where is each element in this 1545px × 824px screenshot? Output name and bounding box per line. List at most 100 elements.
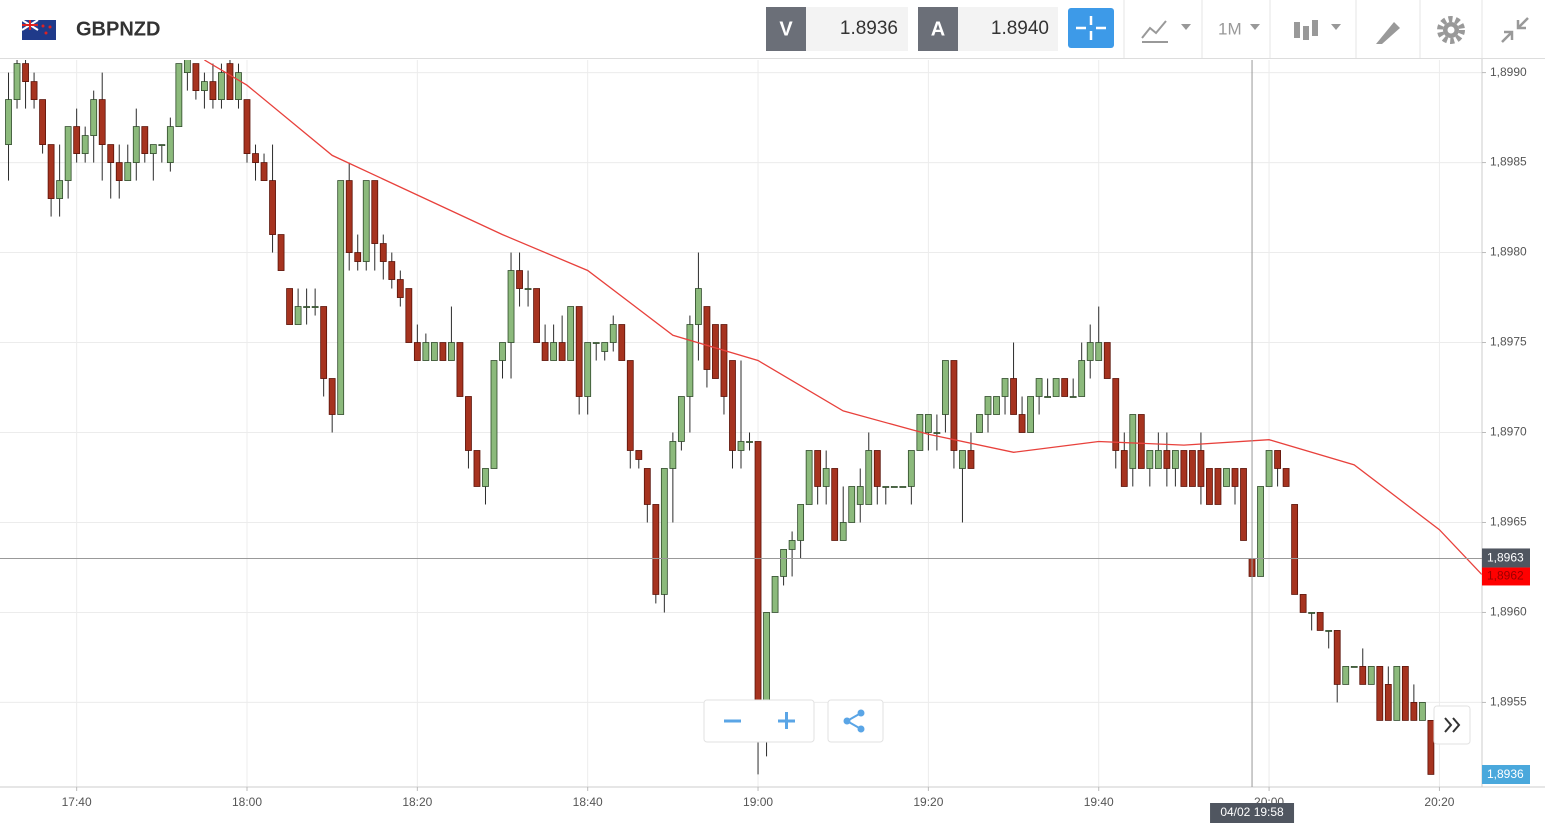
bid-price-tag xyxy=(1482,765,1530,784)
settings-button[interactable] xyxy=(1437,16,1465,44)
candle-body xyxy=(490,360,498,469)
candle-body xyxy=(1103,342,1111,379)
candle-body xyxy=(942,360,949,415)
candle-body xyxy=(1367,666,1375,685)
candle-body xyxy=(1001,378,1009,397)
candle-body xyxy=(1308,612,1316,614)
candle-body xyxy=(1223,468,1230,487)
candle-body xyxy=(192,63,200,91)
candle-body xyxy=(5,99,12,145)
candle-body xyxy=(1401,666,1409,721)
candle-body xyxy=(652,504,660,595)
candle-body xyxy=(1299,594,1307,613)
candle-body xyxy=(516,270,523,289)
candle-body xyxy=(1171,450,1179,469)
y-tick-label: 1,8985 xyxy=(1490,155,1527,169)
candle-body xyxy=(175,63,183,127)
candle-body xyxy=(771,576,779,613)
draw-tool-button[interactable] xyxy=(1376,22,1400,44)
candle-body xyxy=(1189,450,1196,487)
candle-body xyxy=(1274,450,1281,469)
candle-body xyxy=(890,486,898,488)
collapse-button[interactable] xyxy=(1501,17,1529,43)
candle-body xyxy=(737,441,745,451)
candle-body xyxy=(643,468,651,505)
zoom-controls[interactable] xyxy=(703,699,884,743)
candle-body xyxy=(507,270,515,343)
candle-body xyxy=(201,81,208,91)
candle-body xyxy=(482,468,489,487)
candle-body xyxy=(132,126,140,163)
last-price-label: 1,8962 xyxy=(1487,569,1524,583)
candle-body xyxy=(729,360,736,451)
x-tick-label: 19:20 xyxy=(913,795,943,809)
candle-body xyxy=(277,234,285,271)
candle-body xyxy=(1257,486,1264,577)
candle-body xyxy=(124,162,132,181)
crosshair-button[interactable] xyxy=(1068,8,1114,48)
candle-body xyxy=(967,450,975,469)
bid-label: V xyxy=(779,18,793,40)
candle-body xyxy=(1393,666,1401,721)
ask-label: A xyxy=(931,18,945,40)
candle-body xyxy=(311,306,319,308)
candle-body xyxy=(635,450,643,460)
candle-body xyxy=(252,153,259,163)
bid-price-label: 1,8936 xyxy=(1487,767,1524,781)
candle-body xyxy=(1240,468,1247,541)
timeframe[interactable]: 1M xyxy=(1218,19,1242,38)
candle-body xyxy=(1027,396,1034,433)
candle-body xyxy=(1086,342,1094,361)
candle-body xyxy=(1231,468,1239,487)
candle-style-button[interactable] xyxy=(1294,20,1341,40)
y-tick-label: 1,8965 xyxy=(1490,515,1527,529)
candle-body xyxy=(1163,450,1171,469)
candle-body xyxy=(584,342,592,397)
candle-body xyxy=(1035,378,1043,397)
candle-body xyxy=(669,441,677,469)
candle-body xyxy=(720,324,728,397)
crosshair-time-tag xyxy=(1210,803,1295,823)
candle-body xyxy=(379,243,387,262)
y-tick-label: 1,8955 xyxy=(1490,695,1527,709)
candle-body xyxy=(575,306,583,397)
candle-body xyxy=(524,288,532,290)
candle-body xyxy=(456,342,464,397)
candle-body xyxy=(260,162,268,181)
axes: 1,8955 1,8960 1,8965 1,8970 1,8975 1,8980 1,89… xyxy=(0,60,1530,823)
bid-button[interactable] xyxy=(766,7,806,51)
candle-body xyxy=(1061,378,1069,397)
candle-body xyxy=(993,396,1000,415)
candle-body xyxy=(13,63,21,100)
candle-body xyxy=(1044,396,1052,398)
x-tick-label: 20:20 xyxy=(1424,795,1454,809)
candle-body xyxy=(430,342,438,361)
candle-body xyxy=(166,126,174,163)
candle-body xyxy=(822,468,830,487)
y-tick-label: 1,8970 xyxy=(1490,425,1527,439)
crosshair-time-label: 04/02 19:58 xyxy=(1220,805,1284,819)
candle-body xyxy=(354,252,362,262)
candle-body xyxy=(558,342,566,361)
candle-body xyxy=(149,144,157,154)
candle-body xyxy=(924,414,932,433)
candle-body xyxy=(754,441,762,721)
ask-button[interactable] xyxy=(918,7,958,51)
candle-body xyxy=(1350,666,1358,668)
candle-body xyxy=(269,180,276,235)
candle-body xyxy=(337,180,345,415)
candle-body xyxy=(22,63,29,82)
candle-body xyxy=(907,450,915,487)
chart-type-button[interactable] xyxy=(1141,20,1191,43)
candle-body xyxy=(1197,450,1205,487)
scroll-right-button[interactable] xyxy=(1433,705,1471,745)
candle-body xyxy=(1112,378,1120,451)
candle-body xyxy=(209,81,217,100)
grid xyxy=(0,60,1482,787)
candle-body xyxy=(448,342,455,361)
candle-body xyxy=(73,126,81,154)
candle-body xyxy=(47,144,55,199)
symbol: GBPNZD xyxy=(76,18,160,40)
